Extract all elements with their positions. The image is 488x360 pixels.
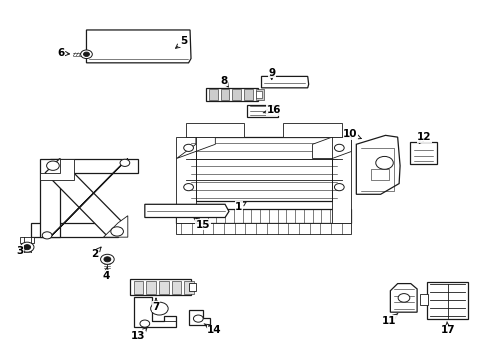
Polygon shape <box>356 135 399 194</box>
Polygon shape <box>389 284 416 312</box>
Circle shape <box>46 161 59 170</box>
Text: 15: 15 <box>193 217 210 230</box>
Text: 2: 2 <box>91 247 101 259</box>
Text: 13: 13 <box>131 328 147 342</box>
Text: 11: 11 <box>381 314 397 326</box>
Polygon shape <box>220 89 229 100</box>
Circle shape <box>150 302 168 315</box>
Polygon shape <box>40 158 74 180</box>
Circle shape <box>183 144 193 152</box>
Circle shape <box>111 227 123 236</box>
Circle shape <box>375 157 392 169</box>
Text: 9: 9 <box>267 68 275 80</box>
Circle shape <box>24 245 30 249</box>
Polygon shape <box>419 294 427 305</box>
Polygon shape <box>426 282 467 319</box>
Polygon shape <box>133 281 143 294</box>
Polygon shape <box>255 89 264 100</box>
Polygon shape <box>208 89 217 100</box>
Text: 7: 7 <box>152 298 160 312</box>
Polygon shape <box>261 76 308 88</box>
Polygon shape <box>331 137 351 223</box>
Circle shape <box>334 144 344 152</box>
Polygon shape <box>176 208 351 223</box>
Text: 1: 1 <box>235 202 245 212</box>
Polygon shape <box>283 123 341 137</box>
Polygon shape <box>40 158 60 237</box>
Text: 4: 4 <box>102 267 109 281</box>
Text: 8: 8 <box>220 76 228 87</box>
Circle shape <box>120 159 129 166</box>
Circle shape <box>101 254 114 264</box>
Circle shape <box>83 52 89 57</box>
Polygon shape <box>86 30 191 63</box>
Polygon shape <box>184 281 194 294</box>
Text: 17: 17 <box>440 322 454 335</box>
Polygon shape <box>409 143 436 164</box>
Polygon shape <box>130 279 191 295</box>
Polygon shape <box>188 310 210 325</box>
Circle shape <box>183 184 193 191</box>
Circle shape <box>397 294 409 302</box>
Circle shape <box>334 184 344 191</box>
Circle shape <box>81 50 92 59</box>
Polygon shape <box>171 281 181 294</box>
Text: 14: 14 <box>204 324 221 335</box>
Circle shape <box>42 232 52 239</box>
Polygon shape <box>50 158 137 173</box>
Polygon shape <box>186 123 244 137</box>
Text: 5: 5 <box>175 36 187 48</box>
Polygon shape <box>133 297 176 327</box>
Circle shape <box>104 257 111 262</box>
Polygon shape <box>232 89 241 100</box>
Text: 12: 12 <box>416 132 431 143</box>
Text: 6: 6 <box>57 48 69 58</box>
Circle shape <box>140 320 149 327</box>
Polygon shape <box>205 88 258 102</box>
Polygon shape <box>244 89 252 100</box>
Polygon shape <box>246 105 277 117</box>
Polygon shape <box>370 169 388 180</box>
Text: 10: 10 <box>343 129 361 139</box>
Polygon shape <box>159 281 168 294</box>
Polygon shape <box>312 137 351 158</box>
Polygon shape <box>144 204 228 217</box>
Text: 16: 16 <box>263 105 280 115</box>
Polygon shape <box>20 237 34 243</box>
Polygon shape <box>50 158 127 237</box>
Polygon shape <box>176 137 196 223</box>
Polygon shape <box>189 283 196 292</box>
Polygon shape <box>256 91 262 98</box>
Polygon shape <box>146 281 156 294</box>
Polygon shape <box>186 137 341 202</box>
Polygon shape <box>30 223 118 237</box>
Circle shape <box>193 315 203 322</box>
Polygon shape <box>103 216 127 237</box>
Polygon shape <box>176 137 215 158</box>
Polygon shape <box>45 158 122 237</box>
Polygon shape <box>176 223 351 234</box>
Circle shape <box>20 242 34 252</box>
Text: 3: 3 <box>16 246 27 256</box>
